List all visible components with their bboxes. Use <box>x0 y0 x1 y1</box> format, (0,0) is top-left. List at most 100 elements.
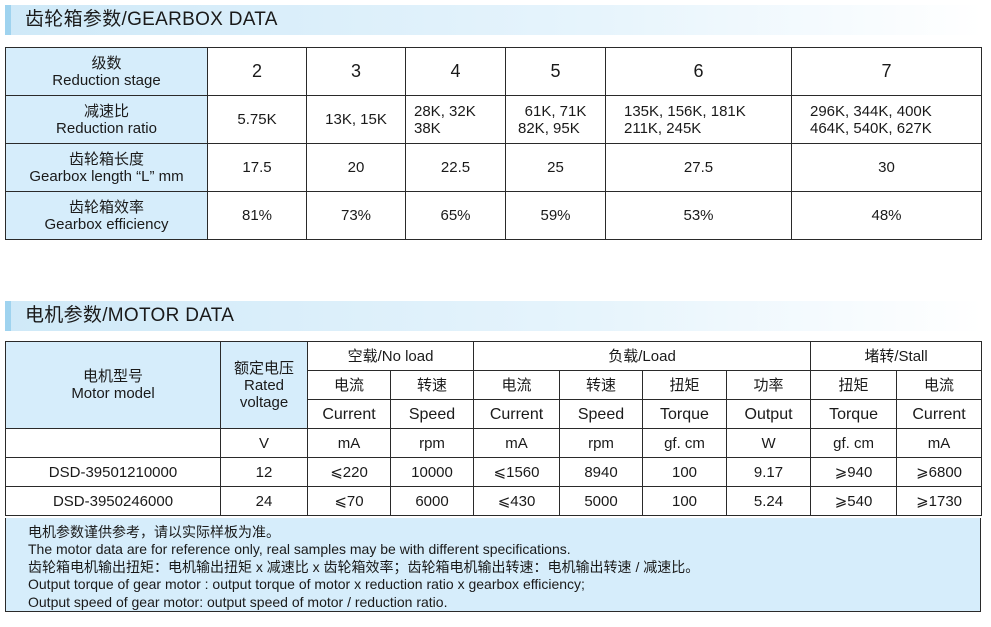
unit-cell: mA <box>473 428 560 458</box>
row-label-cn: 齿轮箱长度 <box>68 150 144 168</box>
motor-model-cn: 电机型号 <box>82 368 143 385</box>
ratio-line: 61K, 71K <box>524 102 587 120</box>
note-line: 齿轮箱电机输出扭矩：电机输出扭矩 x 减速比 x 齿轮箱效率；齿轮箱电机输出转速… <box>28 558 700 575</box>
data-cell: ⩾6800 <box>896 457 983 487</box>
motor-section-title: 电机参数/MOTOR DATA <box>5 301 983 331</box>
efficiency-cell: 73% <box>306 191 406 240</box>
stage-cell: 5 <box>505 47 606 96</box>
unit-cell: gf. cm <box>810 428 898 458</box>
rated-voltage-en: Rated <box>243 376 285 394</box>
column-header-cn: 转速 <box>559 370 643 400</box>
efficiency-cell: 59% <box>505 191 606 240</box>
motor-model-en: Motor model <box>71 385 155 402</box>
column-header-en: Current <box>473 399 560 429</box>
table-row: 齿轮箱效率 Gearbox efficiency 81% 73% 65% 59%… <box>5 191 982 240</box>
ratio-line: 5.75K <box>237 111 277 128</box>
table-row: 齿轮箱长度 Gearbox length “L” mm 17.5 20 22.5… <box>5 143 982 192</box>
data-cell: 100 <box>642 486 727 516</box>
ratio-cell: 28K, 32K 38K <box>405 95 506 144</box>
row-label-cn: 级数 <box>91 54 122 72</box>
note-line: Output torque of gear motor : output tor… <box>28 576 585 593</box>
column-header-cn: 扭矩 <box>642 370 727 400</box>
length-cell: 22.5 <box>405 143 506 192</box>
column-header-cn: 转速 <box>390 370 474 400</box>
note-line: 电机参数谨供参考，请以实际样板为准。 <box>28 524 280 540</box>
data-cell: ⩽220 <box>307 457 391 487</box>
table-row: 减速比 Reduction ratio 5.75K 13K, 15K 28K, … <box>5 95 982 144</box>
column-header-en: Output <box>725 399 812 429</box>
ratio-cell: 296K, 344K, 400K 464K, 540K, 627K <box>791 95 982 144</box>
data-cell: 100 <box>642 457 727 487</box>
data-cell: 6000 <box>390 486 474 516</box>
data-cell: ⩽430 <box>473 486 560 516</box>
stage-cell: 4 <box>405 47 506 96</box>
row-label-en: Reduction ratio <box>56 119 157 137</box>
data-cell: ⩾1730 <box>896 486 983 516</box>
data-cell: 5000 <box>559 486 643 516</box>
note-line: The motor data are for reference only, r… <box>28 541 571 558</box>
table-row: 级数 Reduction stage 2 3 4 5 6 7 <box>5 47 982 96</box>
column-header-en: Current <box>307 399 391 429</box>
ratio-cell: 135K, 156K, 181K 211K, 245K <box>605 95 792 144</box>
motor-title: 电机参数/MOTOR DATA <box>25 305 235 326</box>
length-cell: 30 <box>791 143 982 192</box>
row-label: 齿轮箱长度 Gearbox length “L” mm <box>5 143 208 192</box>
load-group-header: 负载/Load <box>472 341 812 371</box>
unit-cell: rpm <box>390 428 474 458</box>
rated-voltage-en: voltage <box>239 393 289 411</box>
stage-cell: 2 <box>207 47 307 96</box>
motor-model-cell: DSD-39501210000 <box>5 457 221 487</box>
note-line: Output speed of gear motor: output speed… <box>28 593 448 610</box>
motor-model-cell: DSD-3950246000 <box>5 486 221 516</box>
unit-spacer <box>5 428 221 458</box>
efficiency-cell: 48% <box>791 191 982 240</box>
ratio-cell: 5.75K <box>207 95 307 144</box>
data-cell: 10000 <box>390 457 474 487</box>
data-cell: 24 <box>220 486 308 516</box>
motor-table: 电机型号 Motor model 额定电压 Rated voltage 空载/N… <box>5 341 983 516</box>
data-cell: 5.24 <box>725 486 812 516</box>
table-row: DSD-3950246000 24 ⩽70 6000 ⩽430 5000 100… <box>5 486 983 516</box>
row-label-en: Reduction stage <box>52 71 161 89</box>
data-cell: 9.17 <box>725 457 812 487</box>
ratio-line: 13K, 15K <box>325 111 387 128</box>
ratio-line: 211K, 245K <box>624 119 702 137</box>
row-label: 齿轮箱效率 Gearbox efficiency <box>5 191 208 240</box>
column-header-cn: 电流 <box>896 370 983 400</box>
ratio-cell: 13K, 15K <box>306 95 406 144</box>
gearbox-table: 级数 Reduction stage 2 3 4 5 6 7 减速比 Reduc… <box>5 47 982 240</box>
title-accent-bar <box>5 301 11 331</box>
column-header-en: Torque <box>642 399 727 429</box>
gearbox-section-title: 齿轮箱参数/GEARBOX DATA <box>5 5 983 35</box>
data-cell: 8940 <box>559 457 643 487</box>
unit-cell: mA <box>896 428 983 458</box>
data-cell: ⩾540 <box>810 486 898 516</box>
motor-model-header: 电机型号 Motor model <box>5 341 221 429</box>
stage-cell: 7 <box>791 47 982 96</box>
efficiency-cell: 81% <box>207 191 307 240</box>
column-header-en: Current <box>896 399 983 429</box>
row-label: 级数 Reduction stage <box>5 47 208 96</box>
row-label-en: Gearbox length “L” mm <box>29 167 184 185</box>
stage-cell: 6 <box>605 47 792 96</box>
stall-group-header: 堵转/Stall <box>810 341 983 371</box>
column-header-en: Torque <box>810 399 898 429</box>
title-accent-bar <box>5 5 11 35</box>
row-label-cn: 减速比 <box>83 102 129 120</box>
unit-cell: V <box>220 428 308 458</box>
ratio-line: 135K, 156K, 181K <box>624 102 746 120</box>
ratio-line: 82K, 95K <box>518 119 580 137</box>
ratio-line: 28K, 32K <box>414 102 476 120</box>
unit-cell: W <box>725 428 812 458</box>
unit-cell: rpm <box>559 428 643 458</box>
length-cell: 20 <box>306 143 406 192</box>
row-label-cn: 齿轮箱效率 <box>68 198 144 216</box>
column-header-cn: 功率 <box>725 370 812 400</box>
rated-voltage-header: 额定电压 Rated voltage <box>220 341 308 429</box>
data-cell: ⩾940 <box>810 457 898 487</box>
no-load-group-header: 空载/No load <box>307 341 474 371</box>
stage-cell: 3 <box>306 47 406 96</box>
row-label: 减速比 Reduction ratio <box>5 95 208 144</box>
ratio-line: 464K, 540K, 627K <box>810 119 932 137</box>
ratio-cell: 61K, 71K 82K, 95K <box>505 95 606 144</box>
